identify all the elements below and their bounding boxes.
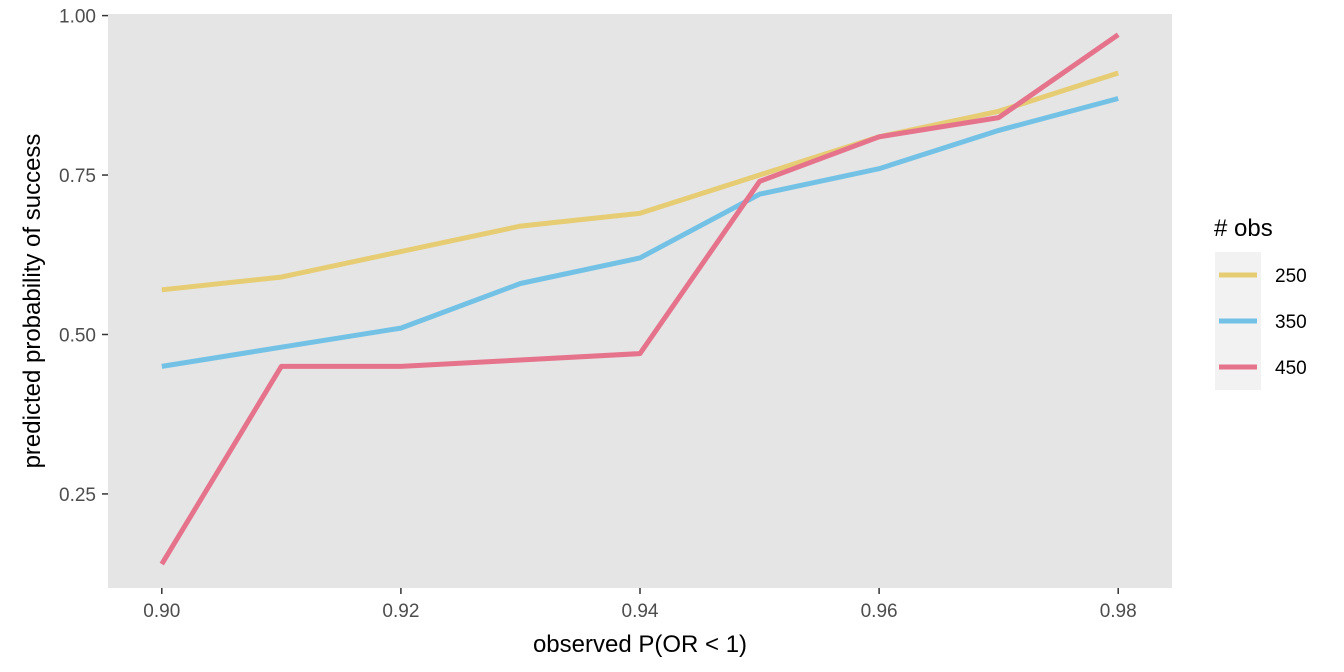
x-tick-label: 0.90 bbox=[143, 601, 180, 622]
y-tick-label: 0.50 bbox=[59, 325, 96, 346]
x-tick-label: 0.96 bbox=[861, 601, 898, 622]
y-tick-label: 0.75 bbox=[59, 166, 96, 187]
x-tick-label: 0.92 bbox=[382, 601, 419, 622]
x-tick-label: 0.98 bbox=[1100, 601, 1137, 622]
series-line-250 bbox=[161, 70, 1119, 293]
plot-panel bbox=[108, 14, 1172, 588]
series-line-350 bbox=[161, 96, 1119, 369]
x-tick-label: 0.94 bbox=[622, 601, 659, 622]
y-tick-label: 1.00 bbox=[59, 7, 96, 28]
series-line-450 bbox=[159, 32, 1120, 566]
legend-title: # obs bbox=[1214, 215, 1273, 242]
legend-entries: 250 350 450 bbox=[1219, 266, 1307, 379]
legend-label-250: 250 bbox=[1275, 266, 1307, 287]
x-axis-title: observed P(OR < 1) bbox=[533, 631, 747, 658]
x-axis: 0.90 0.92 0.94 0.96 0.98 bbox=[143, 588, 1137, 622]
y-axis: 0.25 0.50 0.75 1.00 bbox=[59, 7, 108, 506]
legend-label-350: 350 bbox=[1275, 312, 1307, 333]
y-tick-label: 0.25 bbox=[59, 485, 96, 506]
chart-marks bbox=[159, 32, 1120, 566]
legend: # obs 250 350 450 bbox=[1214, 215, 1307, 390]
y-axis-title: predicted probability of success bbox=[19, 134, 46, 469]
legend-label-450: 450 bbox=[1275, 358, 1307, 379]
